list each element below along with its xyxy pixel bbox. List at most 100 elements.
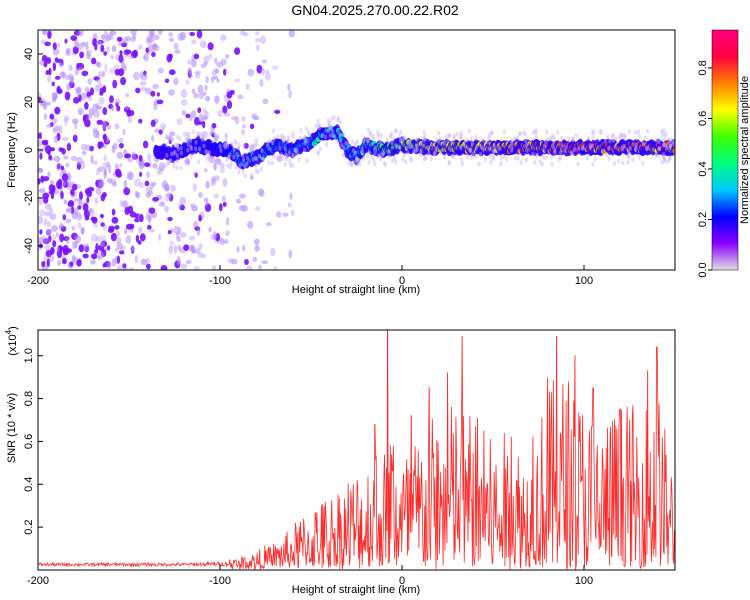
halo-point xyxy=(571,137,575,143)
noise-point xyxy=(203,168,208,173)
noise-point xyxy=(38,167,43,172)
noise-point xyxy=(70,189,75,196)
halo-point xyxy=(488,146,492,152)
noise-point xyxy=(237,94,244,100)
snr-xtick-label: -100 xyxy=(209,575,231,587)
halo-point xyxy=(275,155,279,161)
halo-point xyxy=(492,154,496,160)
noise-point xyxy=(66,142,72,152)
noise-point xyxy=(76,87,81,94)
noise-point xyxy=(61,136,69,142)
snr-xtick-label: 100 xyxy=(575,575,593,587)
noise-point xyxy=(38,178,41,185)
halo-point xyxy=(353,159,358,165)
noise-point xyxy=(51,225,58,232)
noise-point xyxy=(129,228,134,233)
noise-point xyxy=(39,209,46,216)
noise-point xyxy=(49,213,57,220)
noise-point xyxy=(214,57,218,64)
halo-point xyxy=(335,139,339,145)
halo-point xyxy=(426,145,430,151)
halo-point xyxy=(175,142,179,148)
halo-point xyxy=(191,129,195,135)
noise-point xyxy=(124,154,129,159)
noise-point xyxy=(54,75,61,80)
halo-point xyxy=(516,155,520,161)
halo-point xyxy=(588,145,592,150)
halo-point xyxy=(459,134,464,140)
halo-point xyxy=(408,144,412,150)
halo-point xyxy=(175,153,179,158)
noise-point xyxy=(146,263,151,270)
halo-point xyxy=(369,131,373,137)
noise-point xyxy=(126,171,132,180)
halo-point xyxy=(393,128,397,134)
halo-point xyxy=(541,155,545,160)
noise-point xyxy=(67,180,71,189)
colorbar-gradient xyxy=(711,29,739,271)
noise-point xyxy=(79,160,86,170)
noise-point xyxy=(150,90,156,97)
noise-point xyxy=(129,223,135,230)
spectrogram-ytick-label: 40 xyxy=(23,48,35,60)
halo-point xyxy=(667,138,671,143)
halo-point xyxy=(399,138,403,144)
noise-point xyxy=(92,223,99,228)
noise-point xyxy=(70,75,74,85)
halo-point xyxy=(573,146,577,152)
halo-point xyxy=(331,133,335,139)
noise-point xyxy=(47,75,51,83)
noise-point xyxy=(76,162,81,170)
halo-point xyxy=(429,156,433,162)
noise-point xyxy=(43,61,48,68)
noise-point xyxy=(48,154,53,160)
noise-point xyxy=(139,71,144,80)
noise-point xyxy=(128,55,135,60)
noise-point xyxy=(84,86,90,93)
halo-point xyxy=(513,155,517,161)
halo-point xyxy=(246,155,250,161)
noise-point xyxy=(190,203,197,209)
noise-point xyxy=(210,176,215,184)
noise-point xyxy=(193,266,200,270)
noise-point xyxy=(118,250,125,255)
noise-point xyxy=(82,203,89,212)
halo-point xyxy=(452,133,456,139)
halo-point xyxy=(336,116,341,121)
noise-point xyxy=(140,86,148,92)
noise-point xyxy=(130,246,135,252)
halo-point xyxy=(187,136,191,141)
noise-point xyxy=(95,187,102,196)
halo-point xyxy=(546,136,550,142)
halo-point xyxy=(329,125,333,130)
halo-point xyxy=(224,133,228,139)
noise-point xyxy=(98,70,103,79)
noise-point xyxy=(222,105,228,114)
halo-point xyxy=(408,139,412,145)
noise-point xyxy=(48,67,52,76)
noise-point xyxy=(226,100,233,109)
snr-ytick-label: 0.8 xyxy=(23,391,35,406)
halo-point xyxy=(608,138,612,144)
halo-point xyxy=(379,156,383,162)
noise-point xyxy=(153,34,160,41)
noise-point xyxy=(214,158,222,165)
noise-point xyxy=(64,91,71,101)
noise-point xyxy=(80,226,85,235)
halo-point xyxy=(549,154,554,160)
noise-point xyxy=(200,40,207,49)
noise-point xyxy=(264,69,270,75)
halo-point xyxy=(379,132,383,138)
halo-point xyxy=(222,143,226,148)
halo-point xyxy=(657,146,661,152)
halo-point xyxy=(467,128,471,134)
halo-point xyxy=(185,134,189,140)
halo-point xyxy=(355,157,359,163)
halo-point xyxy=(560,135,564,141)
halo-point xyxy=(175,165,179,171)
noise-point xyxy=(198,113,205,123)
halo-point xyxy=(662,154,666,160)
noise-point xyxy=(210,181,215,187)
noise-point xyxy=(84,246,90,253)
